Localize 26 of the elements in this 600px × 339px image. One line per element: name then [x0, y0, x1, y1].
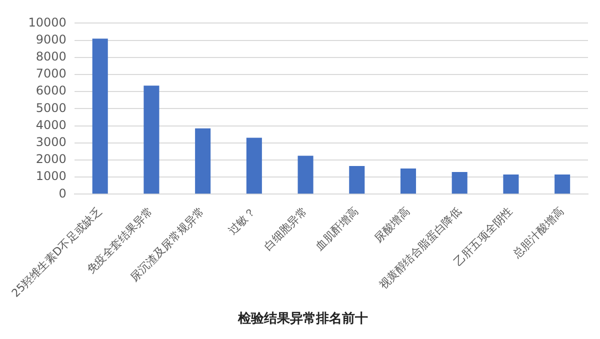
y-tick-label: 3000	[36, 135, 66, 150]
bar	[144, 86, 160, 194]
y-tick-label: 1000	[36, 169, 66, 184]
bar	[349, 166, 365, 194]
y-tick-label: 2000	[36, 152, 66, 166]
bar	[452, 172, 468, 194]
bar	[298, 156, 314, 194]
bar	[503, 174, 519, 194]
bar	[92, 38, 108, 194]
y-tick-label: 0	[58, 186, 66, 200]
y-tick-label: 8000	[36, 50, 66, 64]
y-tick-label: 7000	[36, 66, 66, 81]
y-tick-label: 4000	[36, 118, 66, 132]
x-tick-label: 尿酸增高	[372, 204, 412, 246]
y-tick-label: 5000	[36, 100, 66, 115]
x-tick-label: 白细胞异常	[262, 204, 310, 253]
text: 检验结果异常排名前十	[237, 312, 368, 327]
y-tick-label: 6000	[36, 84, 66, 98]
x-tick-label: 血肌酐增高	[312, 204, 362, 253]
bar	[246, 138, 262, 194]
x-tick-label: 过敏？	[226, 204, 258, 238]
y-tick-label: 10000	[28, 15, 66, 30]
y-tick-label: 9000	[36, 32, 66, 46]
bar	[195, 128, 211, 194]
bar	[400, 168, 416, 194]
bar	[554, 174, 570, 194]
